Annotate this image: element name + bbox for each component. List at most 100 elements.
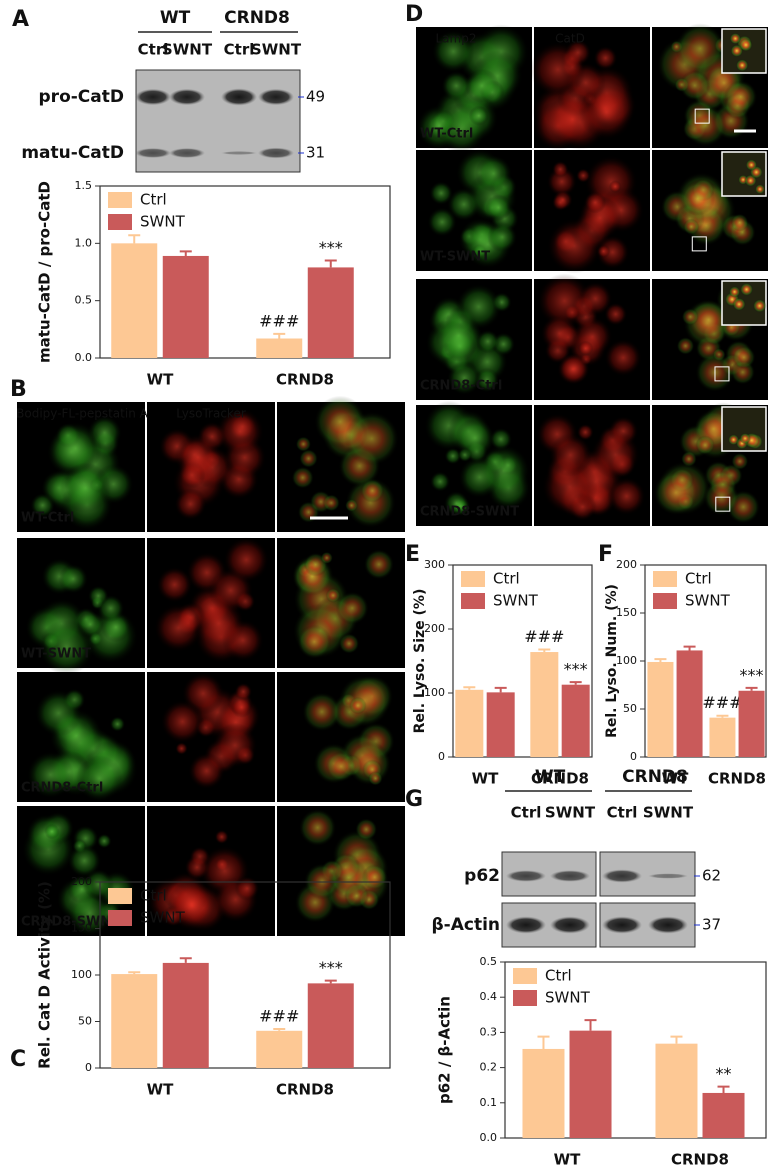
signal [724, 80, 758, 114]
error-bar [584, 1019, 597, 1031]
panel-letter: A [12, 7, 29, 32]
signal [297, 624, 332, 659]
signal [578, 281, 613, 316]
signal [328, 857, 369, 898]
error-bar [716, 714, 729, 718]
signal [676, 336, 695, 355]
signal [67, 843, 102, 878]
lane-label: Ctrl [511, 804, 542, 822]
y-tick-label: 0.5 [75, 294, 93, 307]
x-tick-label: WT [472, 770, 500, 788]
bar [162, 962, 209, 1068]
error-bar [494, 686, 507, 693]
signal [590, 430, 640, 480]
signal [160, 699, 205, 744]
signal [322, 494, 340, 512]
signal [44, 823, 60, 840]
signal [604, 338, 642, 377]
signal [474, 154, 513, 193]
marker-label: 49 [306, 88, 325, 106]
x-tick-label: CRND8 [276, 1081, 334, 1099]
error-bar [273, 1027, 286, 1031]
signal [48, 421, 103, 475]
blot-band [135, 148, 171, 158]
image-row-label: CRND8-Ctrl [21, 781, 103, 796]
inset-signal [729, 32, 742, 45]
error-bar [717, 1085, 730, 1093]
signal [458, 456, 501, 499]
legend-label: Ctrl [685, 570, 712, 588]
signal [485, 194, 512, 221]
significance: *** [740, 665, 764, 684]
legend-swatch [108, 910, 132, 926]
plot-frame [504, 961, 767, 1139]
error-bar [128, 234, 141, 244]
signal [234, 876, 260, 901]
y-tick-label: 0.1 [480, 1096, 498, 1109]
legend-swatch [461, 593, 485, 609]
signal [192, 597, 245, 650]
signal [675, 23, 726, 74]
signal [320, 551, 333, 565]
marker-label: 62 [702, 867, 721, 885]
panel-letter: B [10, 377, 27, 402]
bar [486, 692, 515, 757]
bar [162, 255, 209, 358]
bar [738, 690, 765, 757]
signal [156, 566, 193, 603]
legend-label: Ctrl [493, 570, 520, 588]
inset-signal [739, 432, 751, 445]
signal [302, 692, 342, 732]
y-tick-label: 150 [616, 606, 637, 619]
y-tick-label: 100 [424, 686, 445, 699]
signal [230, 696, 253, 718]
signal [429, 471, 451, 492]
x-tick-label: WT [147, 371, 175, 389]
channel-label: LysoTracker [176, 407, 246, 421]
error-bar [745, 686, 758, 691]
blot-group: CRND8 [224, 8, 290, 28]
inset-signal [728, 286, 741, 298]
signal [295, 436, 312, 452]
image-row-label: CRND8-Ctrl [420, 379, 502, 394]
legend-swatch [461, 571, 485, 587]
lane-label: SWNT [643, 804, 694, 822]
roi [714, 366, 730, 382]
signal [87, 585, 109, 607]
signal [604, 302, 628, 326]
signal [166, 880, 218, 931]
y-tick-label: 1.0 [75, 236, 93, 249]
significance: ### [524, 627, 564, 646]
signal [345, 498, 358, 512]
marker-label: 37 [702, 916, 721, 934]
inset-signal [739, 38, 753, 52]
legend-label: SWNT [140, 213, 186, 231]
signal [368, 771, 383, 786]
band-label: β-Actin [431, 915, 500, 935]
y-tick-label: 100 [71, 968, 92, 981]
panel-letter: C [10, 1047, 26, 1072]
roi [691, 236, 707, 252]
y-tick-label: 200 [616, 558, 637, 571]
y-tick-label: 1.5 [75, 179, 93, 192]
channel-label: Lamp2 [436, 32, 477, 46]
panel-letter: G [405, 787, 423, 812]
blot-band [169, 88, 205, 106]
signal [349, 696, 367, 715]
error-bar [324, 979, 337, 984]
signal [174, 487, 207, 521]
bar [111, 974, 158, 1068]
marker-label: 31 [306, 144, 325, 162]
error-bar [569, 681, 582, 685]
inset-signal [735, 58, 749, 72]
legend-label: Ctrl [140, 887, 167, 905]
y-tick-label: 0.2 [480, 1061, 498, 1074]
blot-band [169, 148, 205, 158]
signal [109, 716, 126, 732]
blot-band [648, 873, 688, 879]
signal [434, 311, 483, 360]
signal [174, 433, 222, 481]
blot-band [506, 916, 546, 934]
signal [653, 470, 699, 516]
